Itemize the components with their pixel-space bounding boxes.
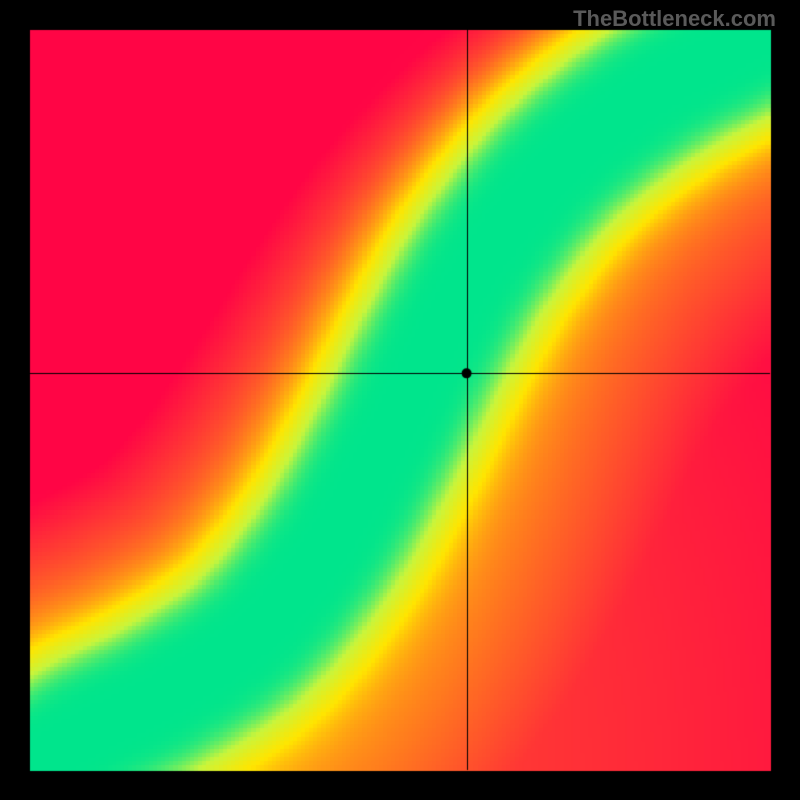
- watermark-text: TheBottleneck.com: [573, 6, 776, 32]
- bottleneck-heatmap: [0, 0, 800, 800]
- chart-container: TheBottleneck.com: [0, 0, 800, 800]
